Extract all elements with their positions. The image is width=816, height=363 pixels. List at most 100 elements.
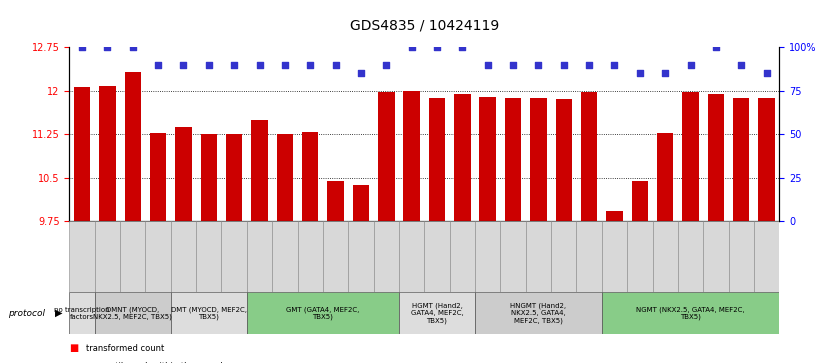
Bar bbox=[353, 185, 369, 363]
Bar bbox=[246, 292, 399, 334]
Bar bbox=[277, 134, 293, 363]
Bar bbox=[246, 221, 273, 292]
Bar bbox=[69, 292, 95, 334]
Bar bbox=[374, 221, 399, 292]
Text: DMT (MYOCD, MEF2C,
TBX5): DMT (MYOCD, MEF2C, TBX5) bbox=[171, 306, 246, 320]
Bar bbox=[251, 121, 268, 363]
Point bbox=[507, 62, 520, 68]
Bar bbox=[327, 182, 344, 363]
Bar bbox=[171, 221, 196, 292]
Bar bbox=[145, 221, 171, 292]
Text: protocol: protocol bbox=[8, 309, 45, 318]
Bar bbox=[323, 221, 348, 292]
Bar bbox=[120, 221, 145, 292]
Bar bbox=[526, 221, 551, 292]
Point bbox=[278, 62, 291, 68]
Bar bbox=[150, 132, 166, 363]
Bar bbox=[424, 221, 450, 292]
Point bbox=[583, 62, 596, 68]
Text: GDS4835 / 10424119: GDS4835 / 10424119 bbox=[350, 19, 499, 33]
Bar bbox=[95, 221, 120, 292]
Point bbox=[379, 62, 392, 68]
Bar bbox=[729, 221, 754, 292]
Bar bbox=[196, 221, 221, 292]
Bar bbox=[556, 99, 572, 363]
Point bbox=[659, 70, 672, 76]
Point bbox=[329, 62, 342, 68]
Point bbox=[76, 44, 89, 50]
Point bbox=[126, 44, 140, 50]
Bar bbox=[403, 91, 420, 363]
Bar bbox=[480, 97, 496, 363]
Bar bbox=[100, 86, 116, 363]
Point bbox=[177, 62, 190, 68]
Point bbox=[354, 70, 367, 76]
Bar bbox=[95, 292, 171, 334]
Bar bbox=[505, 98, 521, 363]
Bar bbox=[678, 221, 703, 292]
Bar bbox=[399, 221, 424, 292]
Text: no transcription
factors: no transcription factors bbox=[54, 307, 110, 319]
Bar bbox=[733, 98, 749, 363]
Bar bbox=[606, 211, 623, 363]
Bar bbox=[399, 292, 475, 334]
Bar bbox=[707, 94, 724, 363]
Bar bbox=[628, 221, 653, 292]
Bar bbox=[428, 98, 446, 363]
Point bbox=[532, 62, 545, 68]
Bar bbox=[475, 221, 500, 292]
Bar bbox=[378, 93, 394, 363]
Point bbox=[304, 62, 317, 68]
Point bbox=[456, 44, 469, 50]
Bar bbox=[125, 72, 141, 363]
Point bbox=[431, 44, 444, 50]
Bar bbox=[455, 94, 471, 363]
Bar bbox=[175, 127, 192, 363]
Bar bbox=[69, 221, 95, 292]
Point bbox=[481, 62, 494, 68]
Text: ▶: ▶ bbox=[55, 308, 62, 318]
Bar bbox=[201, 134, 217, 363]
Text: ■: ■ bbox=[69, 343, 78, 354]
Bar bbox=[500, 221, 526, 292]
Text: ■: ■ bbox=[69, 362, 78, 363]
Bar bbox=[551, 221, 576, 292]
Bar bbox=[73, 87, 91, 363]
Bar bbox=[758, 98, 775, 363]
Point bbox=[253, 62, 266, 68]
Bar bbox=[226, 134, 242, 363]
Bar bbox=[653, 221, 678, 292]
Text: DMNT (MYOCD,
NKX2.5, MEF2C, TBX5): DMNT (MYOCD, NKX2.5, MEF2C, TBX5) bbox=[93, 306, 172, 320]
Point bbox=[202, 62, 215, 68]
Bar bbox=[682, 93, 698, 363]
Bar bbox=[171, 292, 246, 334]
Bar bbox=[450, 221, 475, 292]
Bar bbox=[576, 221, 602, 292]
Bar bbox=[273, 221, 298, 292]
Bar bbox=[298, 221, 323, 292]
Text: GMT (GATA4, MEF2C,
TBX5): GMT (GATA4, MEF2C, TBX5) bbox=[286, 306, 360, 320]
Text: transformed count: transformed count bbox=[86, 344, 164, 353]
Point bbox=[760, 70, 773, 76]
Bar bbox=[221, 221, 246, 292]
Bar bbox=[302, 132, 318, 363]
Bar bbox=[703, 221, 729, 292]
Point bbox=[405, 44, 418, 50]
Bar bbox=[657, 133, 673, 363]
Point bbox=[557, 62, 570, 68]
Text: NGMT (NKX2.5, GATA4, MEF2C,
TBX5): NGMT (NKX2.5, GATA4, MEF2C, TBX5) bbox=[636, 306, 745, 320]
Bar bbox=[601, 221, 628, 292]
Bar bbox=[475, 292, 601, 334]
Point bbox=[734, 62, 747, 68]
Point bbox=[228, 62, 241, 68]
Point bbox=[709, 44, 722, 50]
Bar bbox=[632, 182, 648, 363]
Bar bbox=[581, 92, 597, 363]
Bar bbox=[754, 221, 779, 292]
Text: percentile rank within the sample: percentile rank within the sample bbox=[86, 362, 228, 363]
Bar bbox=[348, 221, 374, 292]
Point bbox=[608, 62, 621, 68]
Text: HGMT (Hand2,
GATA4, MEF2C,
TBX5): HGMT (Hand2, GATA4, MEF2C, TBX5) bbox=[410, 303, 463, 323]
Point bbox=[101, 44, 114, 50]
Point bbox=[633, 70, 646, 76]
